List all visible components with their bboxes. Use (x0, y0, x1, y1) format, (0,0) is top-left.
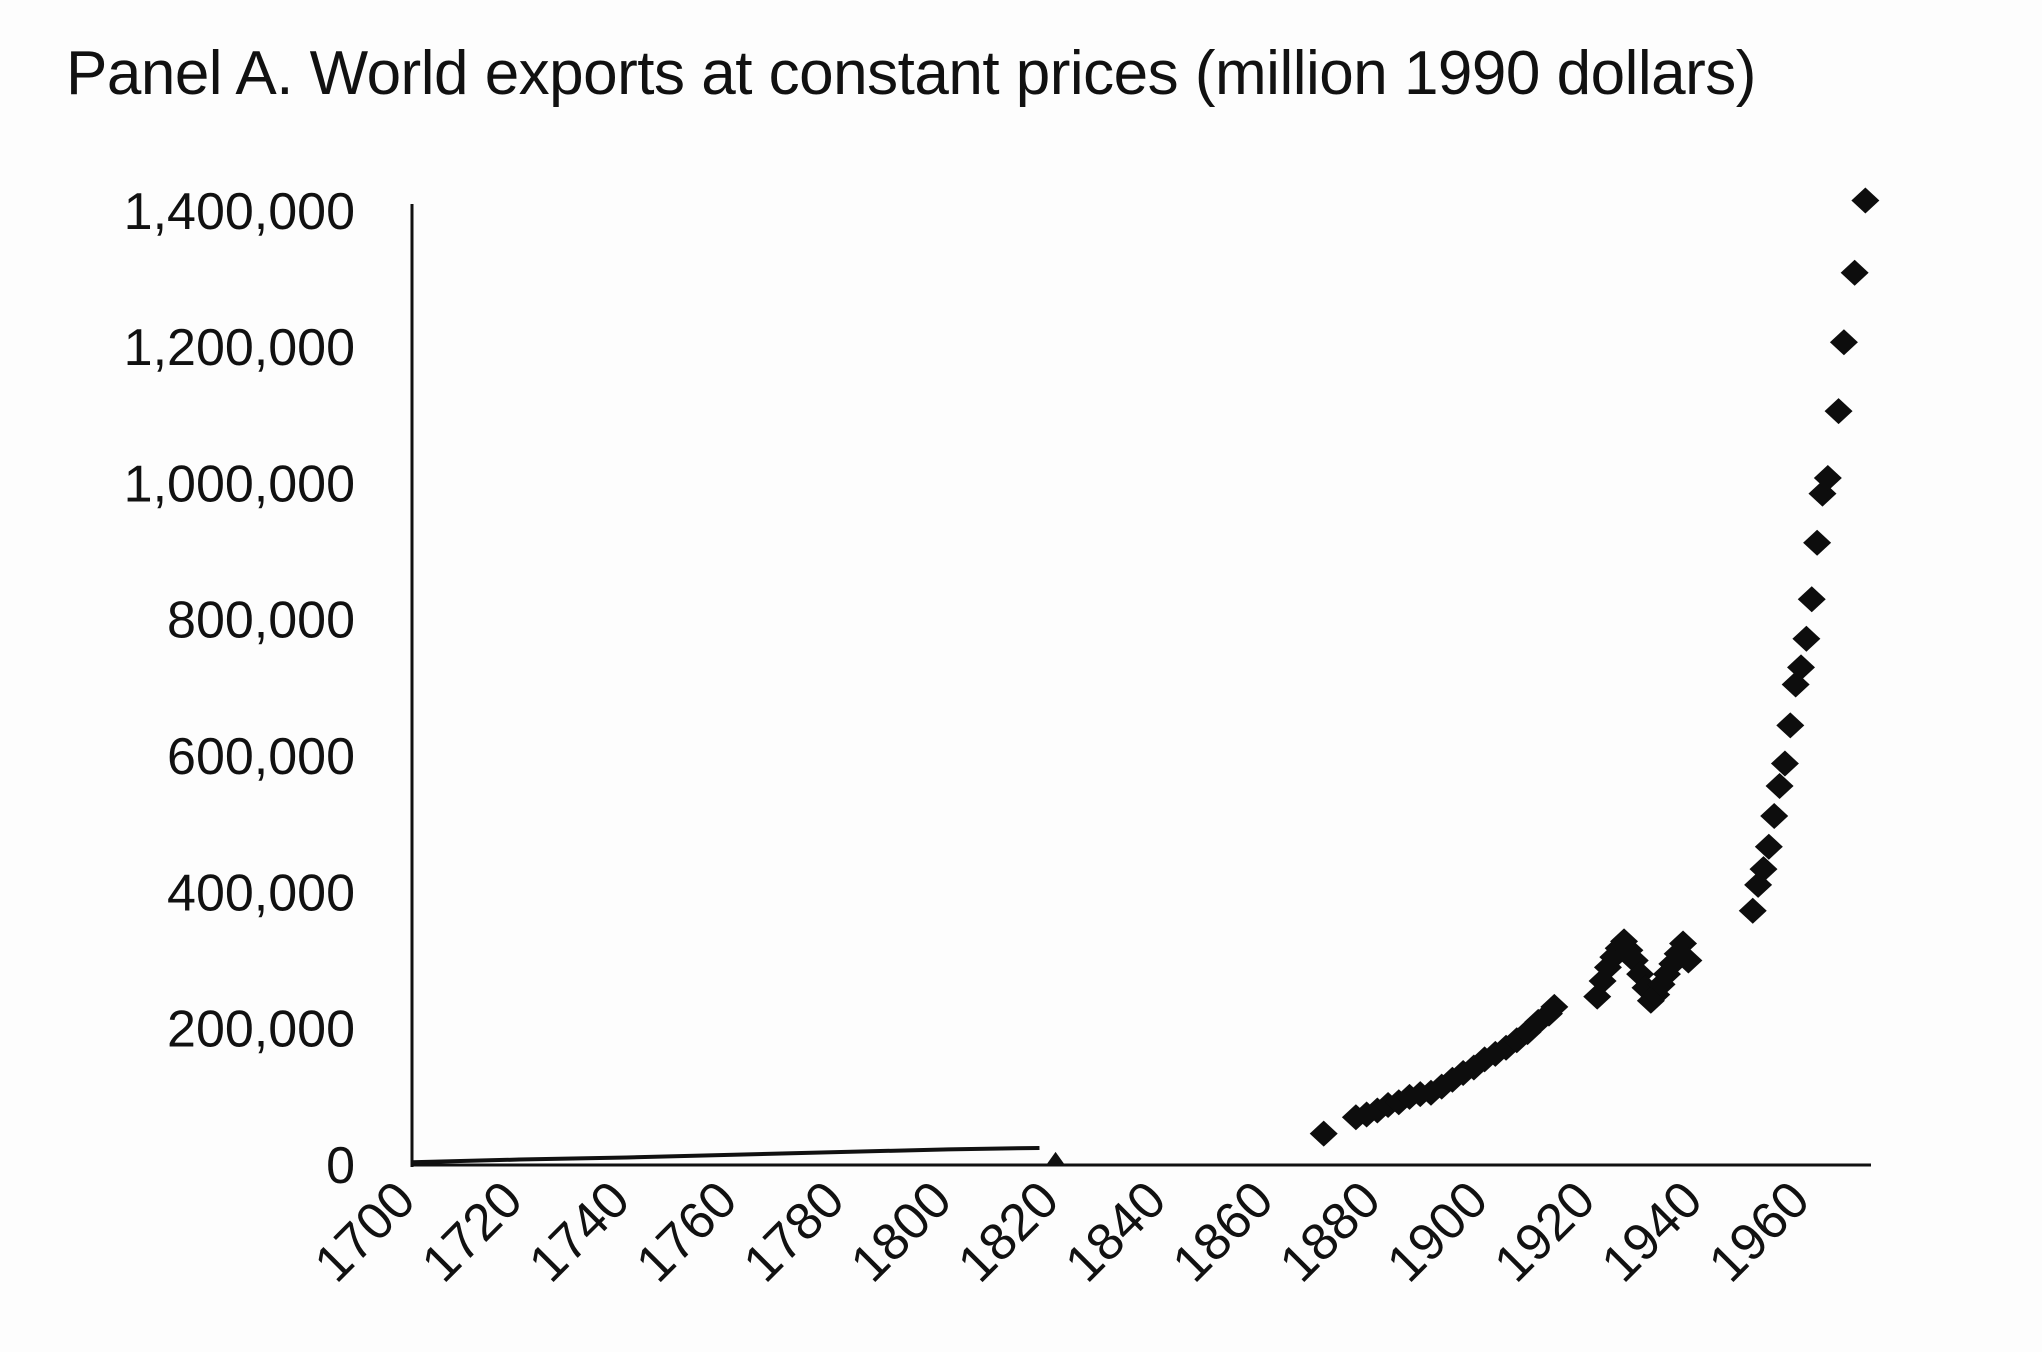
diamond-point (1824, 398, 1853, 425)
x-tick-label: 1880 (1269, 1170, 1392, 1293)
diamond-point (1851, 187, 1880, 214)
x-tick-label: 1780 (733, 1170, 856, 1293)
data-marks (411, 187, 1880, 1166)
y-tick-labels: 0 200,000 400,000 600,000 800,000 1,000,000 1,… (124, 183, 355, 1195)
x-tick-label: 1960 (1698, 1170, 1821, 1293)
series-line (411, 1145, 1040, 1165)
diamond-point (1754, 833, 1783, 860)
x-tick-label: 1940 (1591, 1170, 1714, 1293)
diamond-point (1803, 529, 1832, 556)
x-tick-label: 1700 (304, 1170, 427, 1293)
diamond-point (1770, 750, 1799, 777)
x-tick-label: 1800 (840, 1170, 963, 1293)
diamond-point (1776, 712, 1805, 739)
y-tick-label: 400,000 (167, 864, 355, 922)
x-tick-label: 1740 (518, 1170, 641, 1293)
y-tick-label: 0 (326, 1137, 355, 1195)
diamond-point (1840, 259, 1869, 286)
x-tick-label: 1900 (1376, 1170, 1499, 1293)
diamond-point (1787, 654, 1816, 681)
diamond-point (1738, 897, 1767, 924)
x-tick-labels: 1700172017401760178018001820184018601880… (304, 1170, 1821, 1293)
diamond-point (1813, 464, 1842, 491)
y-tick-label: 1,000,000 (124, 455, 355, 513)
y-tick-label: 1,400,000 (124, 183, 355, 241)
diamond-point (1749, 856, 1778, 883)
y-tick-label: 800,000 (167, 592, 355, 650)
diamond-point (1760, 803, 1789, 830)
y-tick-label: 200,000 (167, 1001, 355, 1059)
y-tick-label: 1,200,000 (124, 319, 355, 377)
diamond-point (1792, 625, 1821, 652)
y-tick-label: 600,000 (167, 728, 355, 786)
axes (410, 204, 1871, 1167)
x-tick-label: 1860 (1162, 1170, 1285, 1293)
diamond-point (1309, 1120, 1338, 1147)
x-tick-label: 1820 (947, 1170, 1070, 1293)
x-tick-label: 1840 (1054, 1170, 1177, 1293)
triangle-point (1045, 1151, 1066, 1166)
diamond-point (1829, 329, 1858, 356)
x-tick-label: 1720 (411, 1170, 534, 1293)
x-tick-label: 1920 (1484, 1170, 1607, 1293)
x-tick-label: 1760 (625, 1170, 748, 1293)
diamond-point (1765, 773, 1794, 800)
diamond-point (1674, 947, 1703, 974)
diamond-point (1540, 993, 1569, 1020)
diamond-point (1797, 586, 1826, 613)
chart-title: Panel A. World exports at constant price… (66, 39, 1756, 108)
